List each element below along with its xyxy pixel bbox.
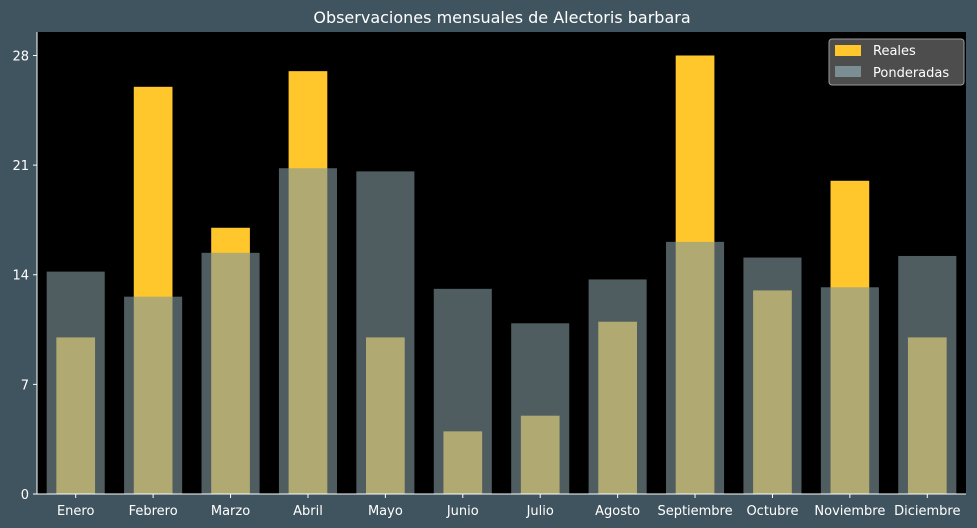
bar-ponderadas-septiembre: [666, 241, 725, 494]
x-tick-label-junio: Junio: [446, 504, 479, 519]
x-tick-label-marzo: Marzo: [211, 504, 250, 519]
bar-ponderadas-julio: [511, 323, 570, 494]
weighted-bars: [46, 168, 957, 494]
x-tick-label-agosto: Agosto: [595, 504, 640, 519]
legend: Reales Ponderadas: [828, 38, 965, 86]
x-tick-label-mayo: Mayo: [368, 504, 403, 519]
y-tick-label: 14: [12, 269, 29, 284]
bar-ponderadas-agosto: [588, 279, 647, 494]
x-tick-label-febrero: Febrero: [129, 504, 178, 519]
y-tick-label: 21: [12, 159, 29, 174]
bar-ponderadas-junio: [433, 288, 492, 494]
x-tick-label-abril: Abril: [293, 504, 323, 519]
x-axis: Enero Febrero Marzo Abril Mayo Junio Julio Agos…: [37, 493, 966, 519]
x-tick-label-octubre: Octubre: [746, 504, 798, 519]
bar-ponderadas-mayo: [356, 171, 415, 494]
y-tick-label: 0: [21, 488, 29, 503]
chart-title: Observaciones mensuales de Alectoris bar…: [313, 8, 690, 27]
x-tick-label-septiembre: Septiembre: [657, 504, 732, 519]
bar-ponderadas-octubre: [743, 257, 802, 494]
legend-swatch-ponderadas: [835, 66, 861, 77]
plot-area: [37, 32, 966, 494]
legend-box: [828, 38, 965, 86]
x-tick-label-diciembre: Diciembre: [894, 504, 960, 519]
x-tick-label-noviembre: Noviembre: [814, 504, 885, 519]
bar-ponderadas-diciembre: [898, 255, 957, 494]
legend-swatch-reales: [835, 45, 861, 56]
y-tick-label: 7: [21, 378, 29, 393]
bar-ponderadas-abril: [278, 168, 337, 494]
bar-ponderadas-febrero: [124, 296, 183, 494]
y-tick-label: 28: [12, 49, 29, 64]
legend-label-ponderadas: Ponderadas: [873, 66, 949, 81]
bar-ponderadas-marzo: [201, 252, 260, 494]
legend-label-reales: Reales: [873, 44, 916, 59]
x-tick-label-enero: Enero: [57, 504, 95, 519]
bar-ponderadas-noviembre: [820, 287, 879, 494]
bar-ponderadas-enero: [46, 271, 105, 494]
y-axis: 0 7 14 21 28: [12, 32, 38, 503]
x-tick-label-julio: Julio: [526, 504, 554, 519]
